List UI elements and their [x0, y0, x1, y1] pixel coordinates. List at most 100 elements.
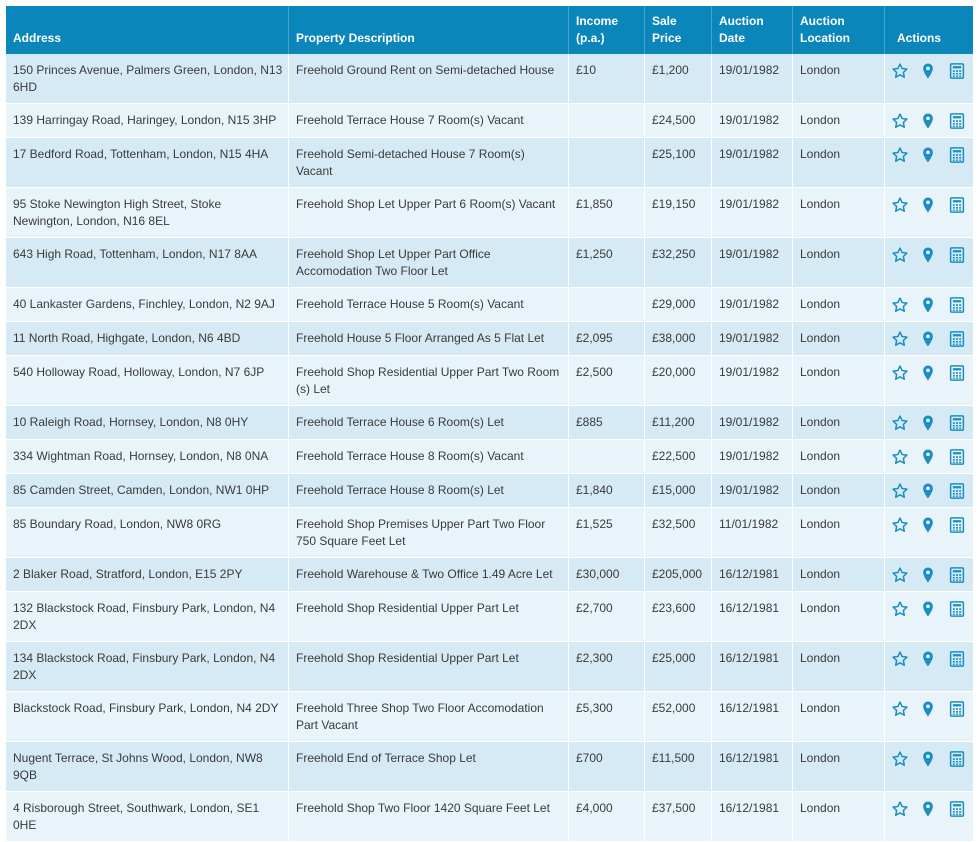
calculator-icon[interactable] [948, 448, 966, 466]
calculator-icon[interactable] [948, 414, 966, 432]
cell-address[interactable]: 540 Holloway Road, Holloway, London, N7 … [6, 356, 289, 406]
calculator-icon[interactable] [948, 750, 966, 768]
calculator-icon[interactable] [948, 482, 966, 500]
star-icon[interactable] [891, 146, 909, 164]
calculator-icon[interactable] [948, 296, 966, 314]
calculator-icon[interactable] [948, 246, 966, 264]
calculator-icon[interactable] [948, 700, 966, 718]
star-icon[interactable] [891, 516, 909, 534]
table-row[interactable]: 2 Blaker Road, Stratford, London, E15 2P… [6, 558, 973, 592]
calculator-icon[interactable] [948, 146, 966, 164]
cell-address[interactable]: 139 Harringay Road, Haringey, London, N1… [6, 104, 289, 138]
calculator-icon[interactable] [948, 112, 966, 130]
star-icon[interactable] [891, 750, 909, 768]
star-icon[interactable] [891, 364, 909, 382]
map-pin-icon[interactable] [919, 482, 937, 500]
cell-auction-date: 16/12/1981 [712, 792, 793, 842]
column-header-address[interactable]: Address [6, 6, 289, 54]
map-pin-icon[interactable] [919, 700, 937, 718]
cell-auction-date: 19/01/1982 [712, 54, 793, 104]
map-pin-icon[interactable] [919, 414, 937, 432]
cell-address[interactable]: Blackstock Road, Finsbury Park, London, … [6, 692, 289, 742]
cell-address[interactable]: 132 Blackstock Road, Finsbury Park, Lond… [6, 592, 289, 642]
calculator-icon[interactable] [948, 800, 966, 818]
table-row[interactable]: 334 Wightman Road, Hornsey, London, N8 0… [6, 440, 973, 474]
table-row[interactable]: 4 Risborough Street, Southwark, London, … [6, 792, 973, 842]
column-header-sale-price[interactable]: Sale Price [645, 6, 712, 54]
table-row[interactable]: 40 Lankaster Gardens, Finchley, London, … [6, 288, 973, 322]
map-pin-icon[interactable] [919, 146, 937, 164]
map-pin-icon[interactable] [919, 62, 937, 80]
map-pin-icon[interactable] [919, 650, 937, 668]
calculator-icon[interactable] [948, 516, 966, 534]
calculator-icon[interactable] [948, 650, 966, 668]
cell-address[interactable]: 334 Wightman Road, Hornsey, London, N8 0… [6, 440, 289, 474]
star-icon[interactable] [891, 448, 909, 466]
map-pin-icon[interactable] [919, 196, 937, 214]
star-icon[interactable] [891, 482, 909, 500]
cell-address[interactable]: 10 Raleigh Road, Hornsey, London, N8 0HY [6, 406, 289, 440]
table-row[interactable]: 134 Blackstock Road, Finsbury Park, Lond… [6, 642, 973, 692]
table-row[interactable]: 10 Raleigh Road, Hornsey, London, N8 0HY… [6, 406, 973, 440]
table-row[interactable]: 11 North Road, Highgate, London, N6 4BD … [6, 322, 973, 356]
cell-sale-price: £32,500 [645, 508, 712, 558]
cell-address[interactable]: 134 Blackstock Road, Finsbury Park, Lond… [6, 642, 289, 692]
table-row[interactable]: 643 High Road, Tottenham, London, N17 8A… [6, 238, 973, 288]
calculator-icon[interactable] [948, 62, 966, 80]
cell-address[interactable]: 95 Stoke Newington High Street, Stoke Ne… [6, 188, 289, 238]
map-pin-icon[interactable] [919, 330, 937, 348]
table-row[interactable]: 85 Boundary Road, London, NW8 0RG Freeho… [6, 508, 973, 558]
calculator-icon[interactable] [948, 600, 966, 618]
map-pin-icon[interactable] [919, 296, 937, 314]
star-icon[interactable] [891, 600, 909, 618]
map-pin-icon[interactable] [919, 448, 937, 466]
map-pin-icon[interactable] [919, 750, 937, 768]
star-icon[interactable] [891, 296, 909, 314]
cell-address[interactable]: 11 North Road, Highgate, London, N6 4BD [6, 322, 289, 356]
map-pin-icon[interactable] [919, 566, 937, 584]
cell-address[interactable]: 4 Risborough Street, Southwark, London, … [6, 792, 289, 842]
star-icon[interactable] [891, 650, 909, 668]
cell-address[interactable]: 2 Blaker Road, Stratford, London, E15 2P… [6, 558, 289, 592]
star-icon[interactable] [891, 414, 909, 432]
column-header-auction-date[interactable]: Auction Date [712, 6, 793, 54]
column-header-income[interactable]: Income (p.a.) [569, 6, 645, 54]
map-pin-icon[interactable] [919, 112, 937, 130]
table-row[interactable]: 540 Holloway Road, Holloway, London, N7 … [6, 356, 973, 406]
map-pin-icon[interactable] [919, 516, 937, 534]
cell-address[interactable]: 85 Boundary Road, London, NW8 0RG [6, 508, 289, 558]
calculator-icon[interactable] [948, 196, 966, 214]
star-icon[interactable] [891, 246, 909, 264]
cell-address[interactable]: 40 Lankaster Gardens, Finchley, London, … [6, 288, 289, 322]
map-pin-icon[interactable] [919, 364, 937, 382]
table-row[interactable]: 132 Blackstock Road, Finsbury Park, Lond… [6, 592, 973, 642]
star-icon[interactable] [891, 62, 909, 80]
table-row[interactable]: 95 Stoke Newington High Street, Stoke Ne… [6, 188, 973, 238]
table-row[interactable]: 17 Bedford Road, Tottenham, London, N15 … [6, 138, 973, 188]
cell-description: Freehold Shop Premises Upper Part Two Fl… [289, 508, 569, 558]
calculator-icon[interactable] [948, 364, 966, 382]
calculator-icon[interactable] [948, 330, 966, 348]
column-header-auction-location[interactable]: Auction Location [793, 6, 885, 54]
table-row[interactable]: 85 Camden Street, Camden, London, NW1 0H… [6, 474, 973, 508]
cell-address[interactable]: 150 Princes Avenue, Palmers Green, Londo… [6, 54, 289, 104]
star-icon[interactable] [891, 566, 909, 584]
map-pin-icon[interactable] [919, 600, 937, 618]
cell-address[interactable]: 85 Camden Street, Camden, London, NW1 0H… [6, 474, 289, 508]
star-icon[interactable] [891, 700, 909, 718]
cell-address[interactable]: Nugent Terrace, St Johns Wood, London, N… [6, 742, 289, 792]
table-row[interactable]: Blackstock Road, Finsbury Park, London, … [6, 692, 973, 742]
map-pin-icon[interactable] [919, 800, 937, 818]
table-row[interactable]: Nugent Terrace, St Johns Wood, London, N… [6, 742, 973, 792]
cell-address[interactable]: 17 Bedford Road, Tottenham, London, N15 … [6, 138, 289, 188]
table-row[interactable]: 150 Princes Avenue, Palmers Green, Londo… [6, 54, 973, 104]
map-pin-icon[interactable] [919, 246, 937, 264]
star-icon[interactable] [891, 330, 909, 348]
star-icon[interactable] [891, 112, 909, 130]
column-header-description[interactable]: Property Description [289, 6, 569, 54]
star-icon[interactable] [891, 196, 909, 214]
cell-address[interactable]: 643 High Road, Tottenham, London, N17 8A… [6, 238, 289, 288]
table-row[interactable]: 139 Harringay Road, Haringey, London, N1… [6, 104, 973, 138]
calculator-icon[interactable] [948, 566, 966, 584]
star-icon[interactable] [891, 800, 909, 818]
